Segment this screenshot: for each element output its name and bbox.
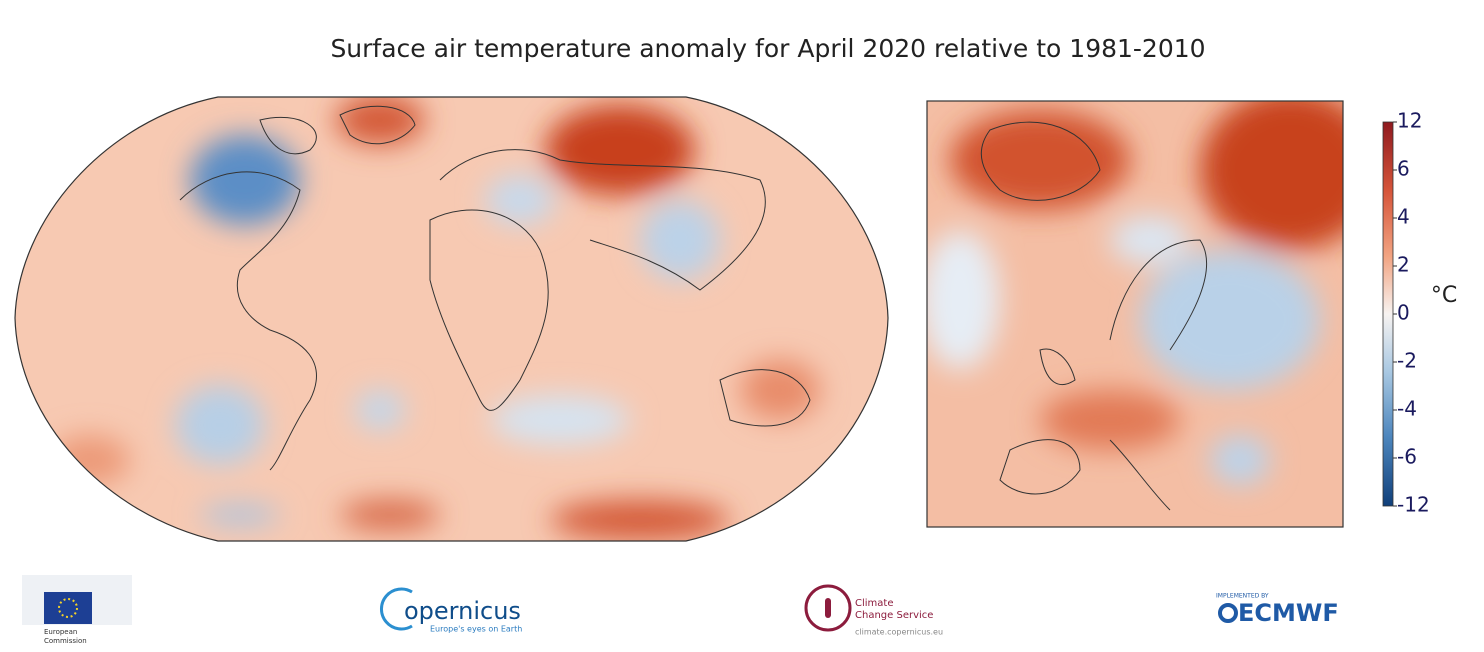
colorbar-unit: °C <box>1431 283 1457 308</box>
colorbar-tick-label: 2 <box>1397 253 1410 277</box>
logo-text: Change Service <box>855 610 933 621</box>
logo-text: climate.copernicus.eu <box>855 628 943 637</box>
logo-text: ECMWF <box>1238 599 1339 627</box>
logo-text: Europe's eyes on Earth <box>430 625 522 634</box>
logo-copernicus: opernicus Europe's eyes on Earth <box>380 587 522 634</box>
world-map <box>14 96 889 542</box>
logo-text: opernicus <box>404 597 521 625</box>
colorbar-tick-label: 12 <box>1397 109 1422 133</box>
logo-text: European <box>44 628 77 636</box>
colorbar-tick-label: 4 <box>1397 205 1410 229</box>
colorbar-tick-label: -6 <box>1397 445 1417 469</box>
colorbar-scale <box>1382 121 1394 507</box>
colorbar-tick-label: -2 <box>1397 349 1417 373</box>
logo-text: IMPLEMENTED BY <box>1216 593 1269 600</box>
europe-map <box>926 100 1344 528</box>
map-title: Surface air temperature anomaly for Apri… <box>330 34 1205 63</box>
logo-text: Commission <box>44 637 87 645</box>
logo-ecmwf: IMPLEMENTED BY ECMWF <box>1216 593 1339 628</box>
colorbar-tick-label: 6 <box>1397 157 1410 181</box>
logo-european-commission: European Commission <box>22 575 132 645</box>
colorbar-tick-label: -4 <box>1397 397 1417 421</box>
logo-text: Climate <box>855 598 893 609</box>
colorbar-tick-label: 0 <box>1397 301 1410 325</box>
logo-climate-service: Climate Change Service climate.copernicu… <box>804 584 943 637</box>
colorbar-tick-label: -12 <box>1397 493 1430 517</box>
colorbar: °C 12 6 4 2 0 -2 -4 -6 -12 <box>1382 109 1457 517</box>
